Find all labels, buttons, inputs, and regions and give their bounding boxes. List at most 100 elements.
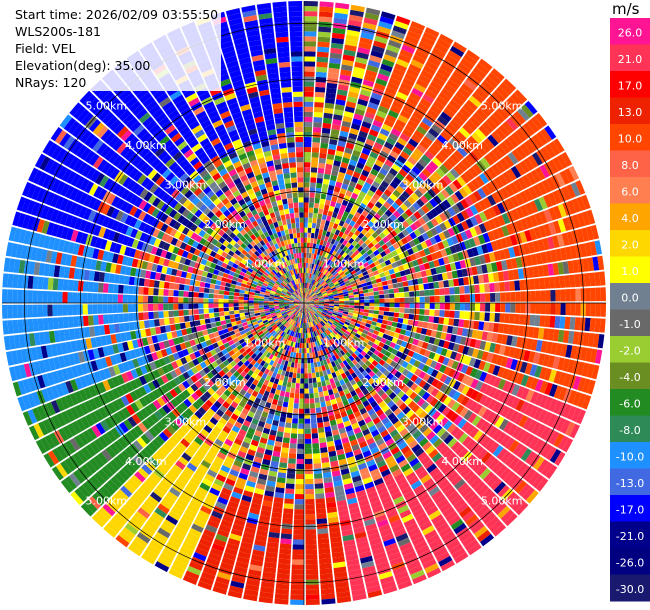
velocity-gate xyxy=(311,253,315,259)
velocity-gate xyxy=(330,316,336,321)
velocity-gate xyxy=(334,7,349,15)
velocity-gate xyxy=(369,197,378,205)
velocity-gate xyxy=(314,397,320,404)
velocity-gate xyxy=(313,112,323,118)
velocity-gate xyxy=(324,258,329,264)
velocity-gate xyxy=(483,154,495,166)
velocity-gate xyxy=(301,358,304,364)
velocity-gate xyxy=(259,468,269,476)
velocity-gate xyxy=(304,368,308,374)
velocity-gate xyxy=(534,112,548,127)
velocity-gate xyxy=(571,407,582,423)
velocity-gate xyxy=(441,87,454,99)
velocity-gate xyxy=(589,241,598,256)
velocity-gate xyxy=(316,417,323,424)
velocity-gate xyxy=(319,349,324,356)
velocity-gate xyxy=(436,498,449,509)
velocity-gate xyxy=(386,184,396,193)
velocity-gate xyxy=(310,310,315,315)
velocity-gate xyxy=(267,317,273,322)
velocity-gate xyxy=(347,164,356,172)
velocity-gate xyxy=(312,217,317,224)
velocity-gate xyxy=(484,76,498,89)
velocity-gate xyxy=(404,160,414,170)
velocity-gate xyxy=(315,493,325,499)
velocity-gate xyxy=(356,207,364,214)
velocity-gate xyxy=(385,275,392,281)
velocity-gate xyxy=(465,218,474,229)
velocity-gate xyxy=(175,359,183,367)
velocity-gate xyxy=(437,67,451,79)
velocity-gate xyxy=(504,437,516,450)
velocity-gate xyxy=(554,276,561,289)
velocity-gate xyxy=(337,312,343,316)
velocity-gate xyxy=(454,444,465,456)
velocity-gate xyxy=(332,223,339,230)
velocity-gate xyxy=(560,247,568,261)
velocity-gate xyxy=(339,321,345,326)
velocity-gate xyxy=(575,303,581,316)
velocity-gate xyxy=(365,523,378,532)
velocity-gate xyxy=(127,416,138,428)
velocity-gate xyxy=(308,212,313,218)
velocity-gate xyxy=(304,303,308,307)
velocity-gate xyxy=(559,275,566,288)
velocity-gate xyxy=(478,58,493,72)
velocity-gate xyxy=(304,303,309,305)
velocity-gate xyxy=(296,468,304,475)
velocity-gate xyxy=(309,322,312,328)
velocity-gate xyxy=(552,190,562,204)
velocity-gate xyxy=(567,390,577,405)
velocity-gate xyxy=(78,432,89,446)
velocity-gate xyxy=(434,288,440,296)
velocity-gate xyxy=(225,421,234,430)
velocity-gate xyxy=(387,284,394,290)
velocity-gate xyxy=(292,418,298,424)
velocity-gate xyxy=(285,417,292,424)
velocity-gate xyxy=(530,303,536,314)
velocity-gate xyxy=(382,163,391,172)
velocity-gate xyxy=(323,331,328,337)
velocity-gate xyxy=(455,404,465,415)
velocity-gate xyxy=(542,237,550,251)
velocity-gate xyxy=(594,318,601,333)
velocity-gate xyxy=(423,262,431,270)
velocity-gate xyxy=(384,542,398,552)
velocity-gate xyxy=(450,475,463,486)
velocity-gate xyxy=(300,378,304,384)
velocity-gate xyxy=(457,482,470,494)
velocity-gate xyxy=(402,128,413,138)
velocity-gate xyxy=(351,204,359,212)
velocity-gate xyxy=(241,463,252,471)
velocity-gate xyxy=(224,438,234,447)
velocity-gate xyxy=(351,240,358,247)
velocity-gate xyxy=(230,413,239,421)
velocity-gate xyxy=(349,465,359,473)
velocity-gate xyxy=(259,323,265,329)
velocity-gate xyxy=(373,477,384,486)
velocity-gate xyxy=(321,312,327,316)
velocity-gate xyxy=(133,536,148,548)
velocity-gate xyxy=(88,398,98,411)
velocity-gate xyxy=(254,397,262,405)
velocity-gate xyxy=(492,523,507,537)
velocity-gate xyxy=(304,101,314,107)
velocity-gate xyxy=(243,436,252,444)
velocity-gate xyxy=(104,417,115,430)
velocity-gate xyxy=(338,220,345,227)
velocity-gate xyxy=(439,164,450,175)
velocity-gate xyxy=(519,143,532,157)
velocity-gate xyxy=(281,349,286,355)
velocity-gate xyxy=(305,307,307,313)
velocity-gate xyxy=(395,172,405,182)
velocity-gate xyxy=(374,220,382,228)
velocity-gate xyxy=(465,398,474,409)
velocity-gate xyxy=(421,256,429,264)
velocity-gate xyxy=(309,242,314,249)
velocity-gate xyxy=(429,420,439,431)
velocity-gate xyxy=(499,82,513,96)
velocity-gate xyxy=(394,63,407,73)
velocity-gate xyxy=(365,255,372,262)
velocity-gate xyxy=(311,372,316,379)
velocity-gate xyxy=(194,380,203,389)
